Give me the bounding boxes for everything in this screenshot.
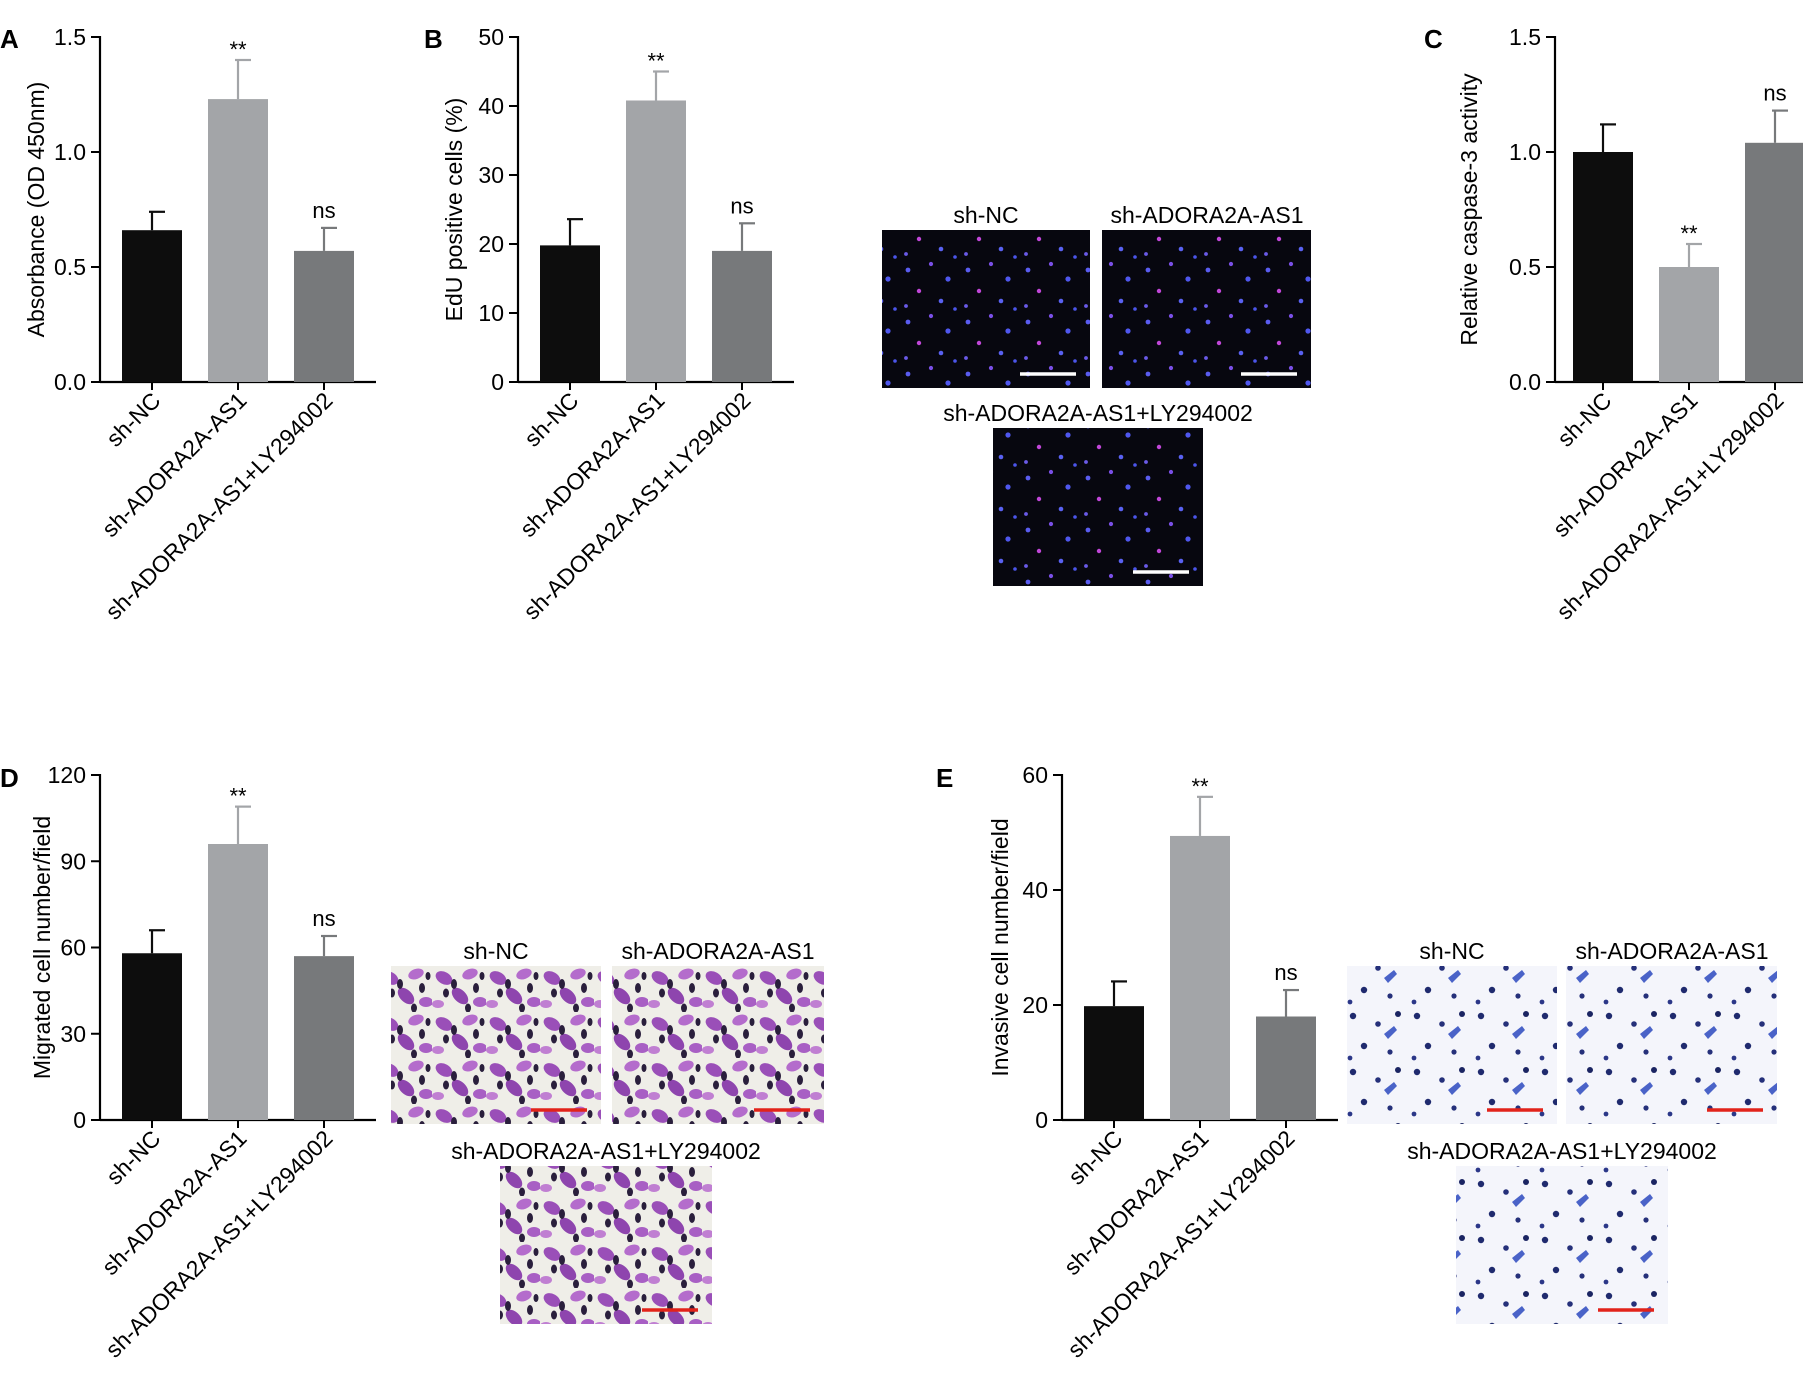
category-label: sh-NC — [1063, 1125, 1127, 1189]
micrograph-image — [1347, 966, 1557, 1124]
micrograph-label: sh-NC — [953, 202, 1018, 228]
y-tick-label: 20 — [1022, 992, 1048, 1018]
bar-sh-nc — [540, 245, 600, 382]
y-axis-label: Absorbance (OD 450nm) — [23, 82, 49, 338]
y-tick-label: 1.5 — [54, 24, 86, 50]
panel-letter: E — [936, 763, 953, 793]
bar-sh-adora2a-as1-ly294002 — [712, 250, 772, 382]
micrograph-label: sh-NC — [1419, 938, 1484, 964]
category-label: sh-NC — [101, 387, 165, 451]
significance-label: ** — [647, 49, 665, 74]
y-axis-label: Migrated cell number/field — [29, 816, 55, 1079]
bar-sh-adora2a-as1-ly294002 — [1256, 1016, 1316, 1120]
panel-b-micrographs: sh-NC sh-ADORA2A-AS1 sh-ADORA2A-AS1+LY2940… — [882, 202, 1311, 586]
y-tick-label: 60 — [1022, 762, 1048, 788]
y-tick-label: 30 — [478, 162, 504, 188]
y-tick-label: 0.5 — [1509, 254, 1541, 280]
micrograph-image — [1566, 966, 1777, 1124]
y-axis-label: EdU positive cells (%) — [441, 98, 467, 322]
significance-label: ** — [1680, 221, 1698, 246]
panel-c-chart: C 0.0 0.5 1.0 1.5 Relative caspase-3 activity… — [1424, 24, 1803, 624]
category-label: sh-NC — [101, 1125, 165, 1189]
y-tick-label: 60 — [60, 935, 86, 961]
y-tick-label: 0.5 — [54, 254, 86, 280]
panel-d-micrographs: sh-NC sh-ADORA2A-AS1 sh-ADORA2A-AS1+LY2940… — [391, 938, 824, 1324]
micrograph-label: sh-ADORA2A-AS1 — [621, 938, 814, 964]
panel-d-chart: D 0 30 60 90 120 Migrated cell number/field sh-… — [0, 762, 376, 1362]
y-tick-label: 0 — [491, 369, 504, 395]
category-label: sh-ADORA2A-AS1 — [1548, 387, 1703, 542]
category-label: sh-NC — [1552, 387, 1616, 451]
y-tick-label: 1.5 — [1509, 24, 1541, 50]
micrograph-label: sh-NC — [463, 938, 528, 964]
y-tick-label: 0 — [73, 1107, 86, 1133]
micrograph-image — [993, 428, 1203, 586]
micrograph-image — [1102, 230, 1311, 388]
panel-letter: B — [424, 24, 443, 54]
bar-sh-adora2a-as1 — [208, 844, 268, 1120]
panel-e-micrographs: sh-NC sh-ADORA2A-AS1 sh-ADORA2A-AS1+LY2940… — [1347, 938, 1777, 1324]
bar-sh-nc — [122, 230, 182, 382]
bar-sh-adora2a-as1 — [208, 99, 268, 382]
y-tick-label: 120 — [48, 762, 86, 788]
micrograph-label: sh-ADORA2A-AS1+LY294002 — [943, 400, 1253, 426]
panel-b-chart: B 0 10 20 30 40 50 EdU positive cells (%) sh-NC *… — [424, 24, 794, 624]
bar-sh-adora2a-as1-ly294002 — [294, 956, 354, 1120]
bar-sh-nc — [122, 953, 182, 1120]
bar-sh-adora2a-as1 — [1659, 267, 1719, 382]
micrograph-image — [612, 966, 824, 1124]
category-label: sh-ADORA2A-AS1 — [1059, 1125, 1214, 1280]
bar-sh-nc — [1084, 1006, 1144, 1120]
micrograph-image — [1456, 1166, 1668, 1324]
panel-letter: D — [0, 763, 19, 793]
significance-label: ** — [1191, 774, 1209, 799]
micrograph-label: sh-ADORA2A-AS1 — [1110, 202, 1303, 228]
micrograph-label: sh-ADORA2A-AS1+LY294002 — [451, 1138, 761, 1164]
category-label: sh-ADORA2A-AS1 — [97, 387, 252, 542]
panel-letter: A — [0, 24, 19, 54]
y-tick-label: 90 — [60, 848, 86, 874]
y-tick-label: 40 — [478, 93, 504, 119]
significance-label: ns — [312, 198, 335, 223]
significance-label: ns — [730, 193, 753, 218]
category-label: sh-NC — [519, 387, 583, 451]
significance-label: ns — [1274, 960, 1297, 985]
panel-e-chart: E 0 20 40 60 Invasive cell number/field sh-NC *… — [936, 762, 1338, 1362]
y-tick-label: 10 — [478, 300, 504, 326]
y-tick-label: 40 — [1022, 877, 1048, 903]
y-tick-label: 0.0 — [54, 369, 86, 395]
micrograph-label: sh-ADORA2A-AS1+LY294002 — [1407, 1138, 1717, 1164]
y-tick-label: 50 — [478, 24, 504, 50]
significance-label: ** — [229, 37, 247, 62]
category-label: sh-ADORA2A-AS1 — [515, 387, 670, 542]
y-tick-label: 0.0 — [1509, 369, 1541, 395]
y-tick-label: 1.0 — [1509, 139, 1541, 165]
micrograph-image — [500, 1166, 712, 1324]
y-tick-label: 30 — [60, 1021, 86, 1047]
bar-sh-adora2a-as1 — [626, 100, 686, 382]
y-axis-label: Relative caspase-3 activity — [1456, 73, 1482, 346]
y-tick-label: 0 — [1035, 1107, 1048, 1133]
significance-label: ns — [312, 906, 335, 931]
bar-sh-nc — [1573, 152, 1633, 382]
y-tick-label: 1.0 — [54, 139, 86, 165]
bar-sh-adora2a-as1-ly294002 — [294, 250, 354, 382]
panel-letter: C — [1424, 24, 1443, 54]
category-label: sh-ADORA2A-AS1 — [97, 1125, 252, 1280]
significance-label: ** — [229, 784, 247, 809]
y-axis-label: Invasive cell number/field — [987, 818, 1013, 1076]
bar-sh-adora2a-as1-ly294002 — [1745, 142, 1803, 382]
panel-a-chart: A 0.0 0.5 1.0 1.5 Absorbance (OD 450nm) sh-NC *… — [0, 24, 376, 624]
y-tick-label: 20 — [478, 231, 504, 257]
bar-sh-adora2a-as1 — [1170, 835, 1230, 1120]
micrograph-image — [391, 966, 601, 1124]
significance-label: ns — [1763, 81, 1786, 106]
micrograph-image — [882, 230, 1090, 388]
micrograph-label: sh-ADORA2A-AS1 — [1575, 938, 1768, 964]
